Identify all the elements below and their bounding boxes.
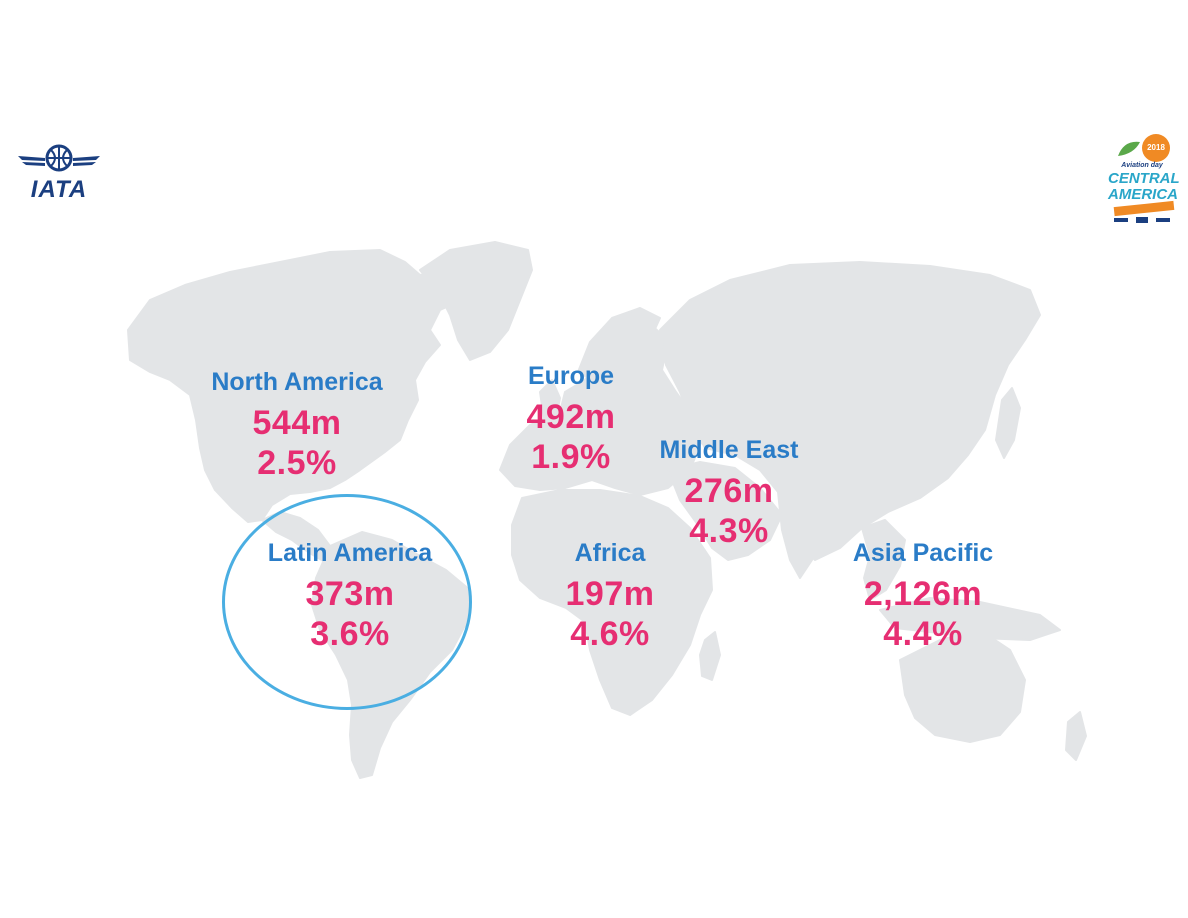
region-name: Africa — [574, 539, 646, 567]
landmass-africa — [511, 489, 713, 716]
landmass-australia — [899, 629, 1026, 743]
region-africa: Africa 197m 4.6% — [530, 538, 690, 654]
landmass-arabia — [667, 461, 783, 561]
region-passengers: 492m — [526, 398, 616, 436]
region-passengers: 373m — [305, 575, 395, 613]
region-name: Europe — [527, 362, 615, 390]
leaf-icon — [1118, 141, 1140, 156]
landmass-japan — [995, 387, 1021, 459]
landmass-europe — [499, 321, 703, 496]
landmass-scandinavia — [577, 307, 661, 383]
region-latin-america: Latin America 373m 3.6% — [238, 538, 462, 654]
landmass-indonesia — [879, 597, 1061, 641]
event-title-line2: AMERICA — [1108, 186, 1178, 203]
event-sponsor-logos — [1112, 216, 1174, 224]
landmass-madagascar — [699, 631, 721, 681]
region-growth: 4.3% — [689, 512, 769, 550]
event-ribbon — [1113, 200, 1175, 217]
region-passengers: 544m — [252, 404, 342, 442]
landmass-india — [777, 487, 831, 579]
region-europe: Europe 492m 1.9% — [486, 361, 656, 477]
landmass-north-america — [127, 249, 471, 523]
region-growth: 2.5% — [257, 444, 337, 482]
region-growth: 3.6% — [310, 615, 390, 653]
landmass-new-zealand — [1065, 711, 1087, 761]
region-passengers: 276m — [684, 472, 774, 510]
event-logo: 2018 Aviation day CENTRAL AMERICA — [1108, 132, 1180, 228]
landmass-asia — [659, 261, 1041, 561]
latin-america-highlight-circle — [222, 494, 472, 710]
landmass-uk — [539, 379, 561, 421]
iata-logo: IATA — [14, 144, 104, 204]
region-name: Latin America — [267, 539, 433, 567]
region-name: Middle East — [659, 436, 799, 464]
landmass-greenland — [419, 241, 533, 361]
event-subtitle: Aviation day — [1121, 162, 1163, 169]
region-north-america: North America 544m 2.5% — [186, 367, 408, 483]
region-asia-pacific: Asia Pacific 2,126m 4.4% — [826, 538, 1020, 654]
region-growth: 4.4% — [883, 615, 963, 653]
landmass-southeast-asia — [861, 519, 906, 601]
region-passengers: 2,126m — [863, 575, 983, 613]
region-growth: 1.9% — [531, 438, 611, 476]
event-year-badge: 2018 — [1142, 134, 1170, 162]
globe-wings-icon — [18, 144, 100, 172]
region-growth: 4.6% — [570, 615, 650, 653]
iata-wordmark: IATA — [30, 176, 88, 203]
region-name: North America — [211, 368, 383, 396]
region-middle-east: Middle East 276m 4.3% — [636, 435, 822, 551]
event-title-line1: CENTRAL — [1108, 170, 1180, 187]
region-passengers: 197m — [565, 575, 655, 613]
region-name: Asia Pacific — [852, 539, 994, 567]
sponsor-logos-icon — [1114, 217, 1170, 223]
